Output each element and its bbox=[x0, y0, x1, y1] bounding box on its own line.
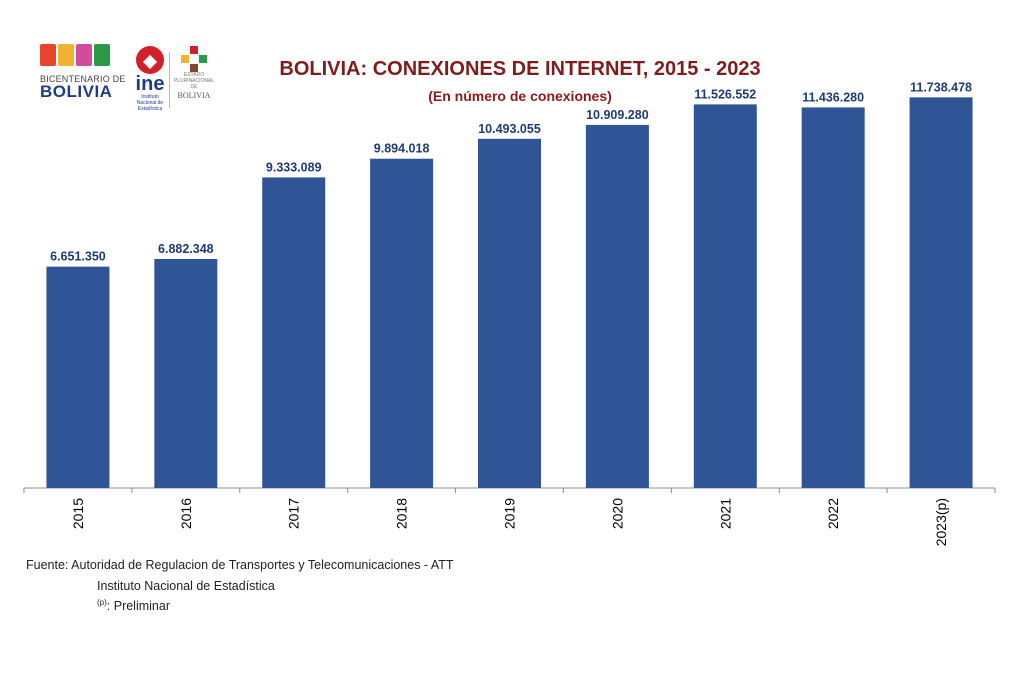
source-line-1: Fuente: Autoridad de Regulacion de Trans… bbox=[26, 558, 454, 572]
x-tick-label-2019: 2019 bbox=[502, 498, 518, 529]
bicentenario-icon bbox=[40, 44, 120, 66]
data-label-2018: 9.894.018 bbox=[374, 142, 430, 156]
estado-subtext: ESTADO PLURINACIONAL DE bbox=[173, 72, 215, 90]
estado-text: BOLIVIA bbox=[177, 91, 211, 100]
estado-logo: ESTADO PLURINACIONAL DE BOLIVIA bbox=[170, 46, 218, 112]
bar-2019 bbox=[478, 138, 541, 488]
bicentenario-big-text: BOLIVIA bbox=[40, 82, 113, 101]
ine-subtext: Instituto Nacional de Estadística bbox=[136, 94, 164, 112]
ine-text: ine bbox=[135, 73, 165, 95]
data-label-2016: 6.882.348 bbox=[158, 242, 214, 256]
note-text: : Preliminar bbox=[106, 599, 170, 614]
bar-2023(p) bbox=[909, 97, 973, 489]
bar-2017 bbox=[262, 177, 326, 489]
bar-2018 bbox=[370, 158, 434, 488]
data-label-2021: 11.526.552 bbox=[694, 87, 756, 101]
ine-logo: ine Instituto Nacional de Estadística bbox=[132, 46, 168, 116]
bicentenario-small-text: BICENTENARIO DE bbox=[40, 74, 126, 84]
data-label-2023(p): 11.738.478 bbox=[910, 80, 972, 94]
source-line-2: Instituto Nacional de Estadística bbox=[97, 579, 275, 593]
bicentenario-logo: BICENTENARIO DE BOLIVIA bbox=[40, 44, 126, 114]
chart-subtitle: (En número de conexiones) bbox=[428, 88, 612, 104]
data-label-2020: 10.909.280 bbox=[586, 108, 649, 122]
logos-group: BICENTENARIO DE BOLIVIA ine Instituto Na… bbox=[40, 44, 220, 116]
x-tick-label-2016: 2016 bbox=[178, 498, 194, 529]
x-tick-label-2020: 2020 bbox=[609, 498, 625, 529]
bar-2021 bbox=[693, 104, 757, 488]
data-label-2022: 11.436.280 bbox=[802, 90, 864, 104]
x-tick-label-2017: 2017 bbox=[286, 498, 302, 529]
x-tick-label-2021: 2021 bbox=[717, 498, 733, 529]
bar-2015 bbox=[46, 266, 110, 488]
data-label-2019: 10.493.055 bbox=[478, 122, 541, 136]
data-label-2017: 9.333.089 bbox=[266, 160, 322, 174]
bar-2016 bbox=[154, 258, 218, 488]
note-mark: (p) bbox=[97, 598, 107, 607]
x-tick-label-2018: 2018 bbox=[394, 498, 410, 529]
logo-divider bbox=[169, 52, 170, 108]
ine-icon bbox=[136, 46, 164, 74]
x-tick-label-2015: 2015 bbox=[70, 498, 86, 529]
bar-2022 bbox=[801, 107, 865, 488]
preliminary-note: (p): Preliminar bbox=[97, 598, 170, 613]
estado-emblem-icon bbox=[181, 46, 207, 72]
data-label-2015: 6.651.350 bbox=[50, 250, 106, 264]
chart-title: BOLIVIA: CONEXIONES DE INTERNET, 2015 - … bbox=[279, 58, 761, 80]
x-tick-label-2023(p): 2023(p) bbox=[933, 498, 949, 546]
x-tick-label-2022: 2022 bbox=[825, 498, 841, 529]
bar-2020 bbox=[585, 124, 649, 489]
